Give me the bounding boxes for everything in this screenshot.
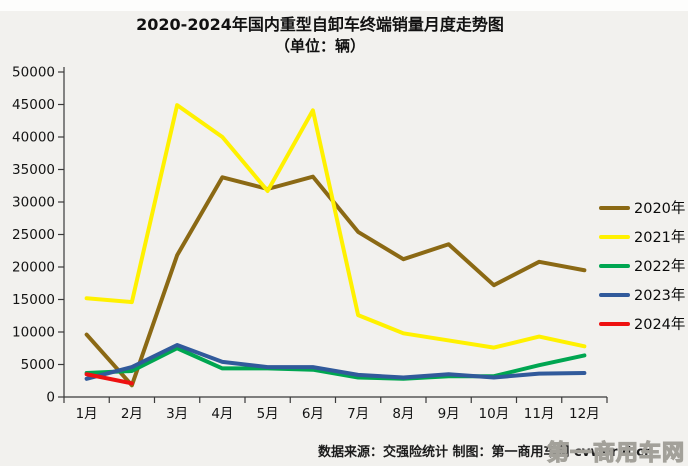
y-axis-tick-label: 20000 [12,260,55,276]
chart-legend: 2020年 2021年 2022年 2023年 2024年 [599,193,685,338]
chart-subtitle: （单位：辆） [274,36,365,55]
x-axis-month-label: 6月 [302,406,324,422]
x-axis-month-label: 8月 [392,406,414,422]
legend-item-2024年: 2024年 [599,309,685,338]
series-line-2023年 [84,343,587,381]
legend-label: 2022年 [634,259,686,275]
y-axis-tick-label: 50000 [12,65,55,81]
x-axis-month-label: 9月 [438,406,460,422]
y-axis-tick-label: 0 [46,390,55,406]
top-margin [0,0,688,11]
y-axis-tick-label: 35000 [12,162,55,178]
chart-title: 2020-2024年国内重型自卸车终端销量月度走势图 [136,15,504,34]
legend-item-2020年: 2020年 [599,193,685,222]
legend-label: 2020年 [634,201,686,217]
legend-label: 2023年 [634,288,686,304]
legend-line-swatch [599,321,630,326]
x-axis-month-label: 3月 [166,406,188,422]
x-axis-month-label: 7月 [347,406,369,422]
watermark: 第一商用车网 [546,440,685,466]
series-line-2022年 [84,346,587,381]
title-block: 2020-2024年国内重型自卸车终端销量月度走势图 （单位：辆） [0,14,640,56]
legend-line-swatch [599,292,630,297]
legend-label: 2021年 [634,230,686,246]
data-source-note: 数据来源：交强险统计 制图：第一商用车网 cvworld.cn [318,445,654,460]
x-axis-month-label: 2月 [121,406,143,422]
y-axis-tick-label: 15000 [12,292,55,308]
y-axis-tick-label: 30000 [12,195,55,211]
series-line-2021年 [84,103,587,350]
legend-item-2021年: 2021年 [599,222,685,251]
y-axis-tick-label: 45000 [12,97,55,113]
y-axis-tick-label: 10000 [12,325,55,341]
legend-label: 2024年 [634,317,686,333]
x-axis-month-label: 4月 [211,406,233,422]
x-axis-month-label: 5月 [257,406,279,422]
x-axis-month-label: 1月 [76,406,98,422]
legend-line-swatch [599,234,630,239]
x-axis-month-label: 11月 [524,406,555,422]
legend-item-2022年: 2022年 [599,251,685,280]
x-axis-month-label: 10月 [479,406,510,422]
legend-item-2023年: 2023年 [599,280,685,309]
x-axis-month-label: 12月 [569,406,600,422]
series-line-2024年 [84,372,134,386]
legend-line-swatch [599,263,630,268]
legend-line-swatch [599,205,630,210]
y-axis-tick-label: 5000 [21,357,55,373]
y-axis-tick-label: 25000 [12,227,55,243]
y-axis-tick-label: 40000 [12,130,55,146]
